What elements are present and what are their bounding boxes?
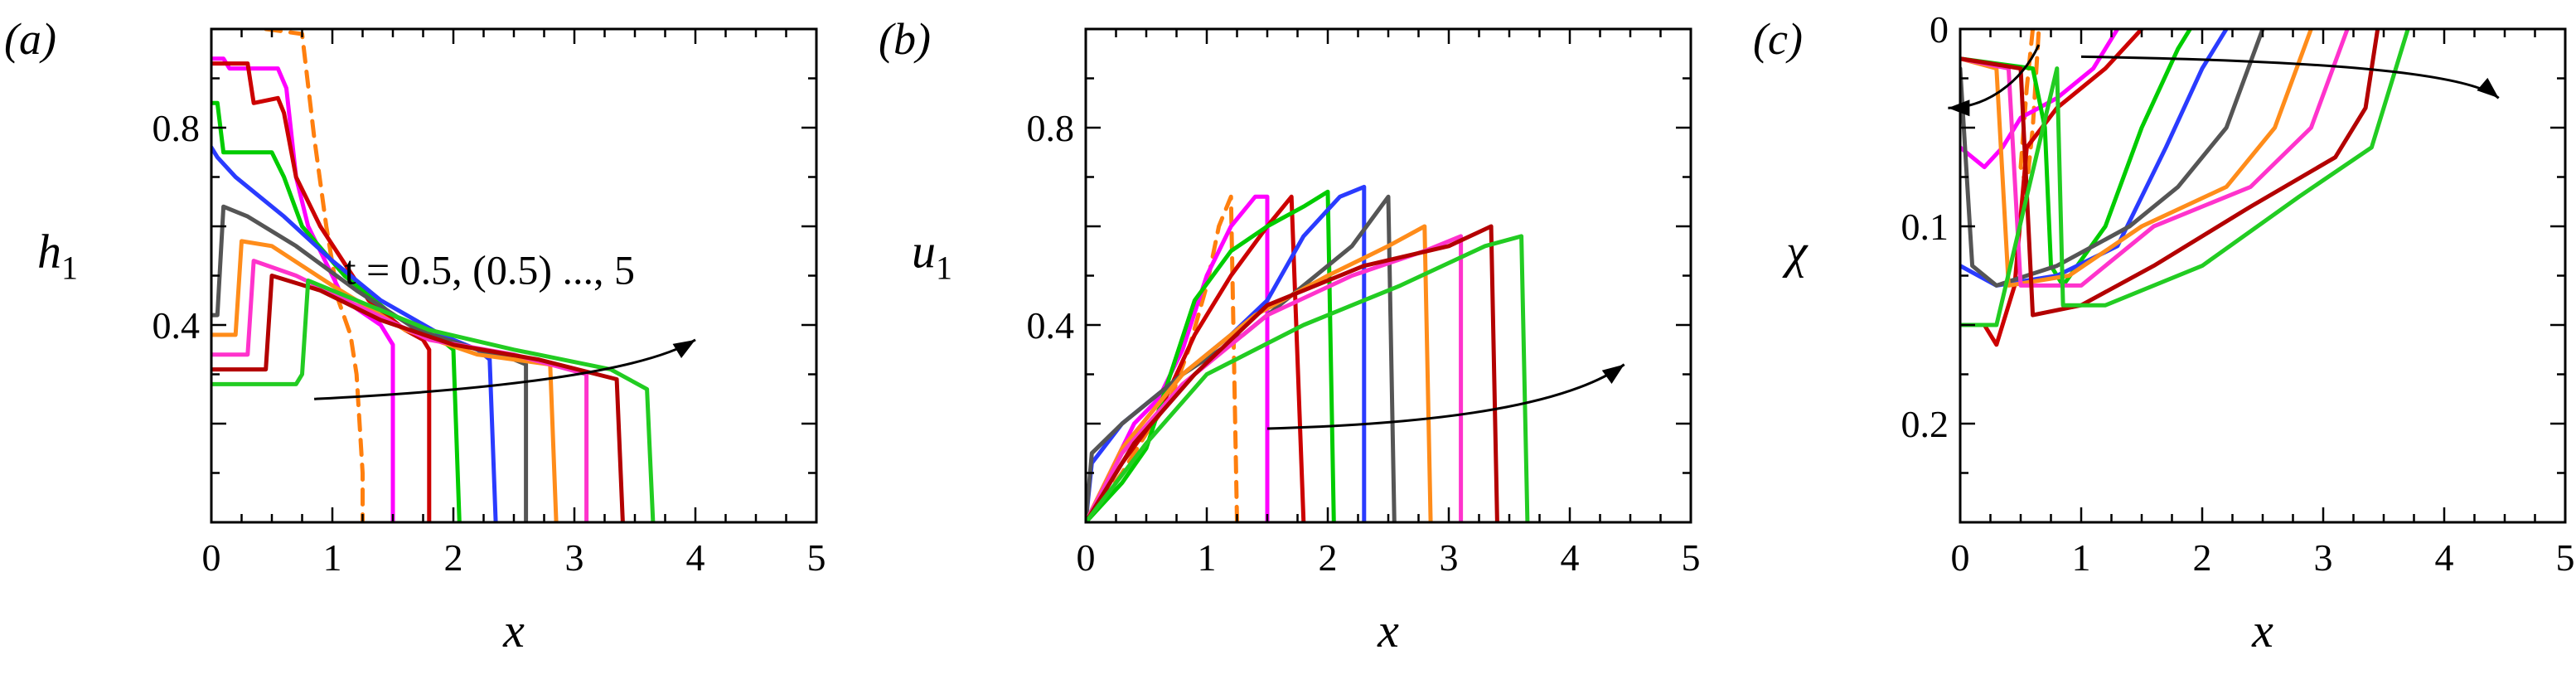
- x-tick-label: 2: [2193, 536, 2212, 579]
- series-line-9: [211, 278, 656, 522]
- y-tick-label: 0.4: [1027, 304, 1075, 347]
- panel-label: (c): [1753, 14, 1803, 64]
- x-tick-label: 0: [1077, 536, 1096, 579]
- arrow-head: [672, 339, 695, 358]
- x-axis-label: x: [1377, 604, 1399, 657]
- series-line-6: [1086, 224, 1433, 522]
- series-line-2: [211, 61, 432, 522]
- x-tick-label: 3: [2314, 536, 2333, 579]
- series-line-5: [1960, 29, 2265, 288]
- x-tick-label: 5: [807, 536, 826, 579]
- series-line-7: [1960, 29, 2350, 288]
- series-line-1: [1960, 29, 2120, 170]
- x-tick-label: 4: [1561, 536, 1580, 579]
- series-group: [1086, 184, 1530, 522]
- arrow-head: [2477, 77, 2499, 99]
- x-tick-label: 5: [2556, 536, 2575, 579]
- panel-2: 0 1 2 3 4 5 0 0.1 0.2 (c) x χ: [1753, 8, 2575, 657]
- x-axis-label: x: [502, 604, 525, 657]
- x-tick-label: 3: [565, 536, 584, 579]
- series-line-1: [211, 56, 395, 522]
- x-axis-label: x: [2251, 604, 2273, 657]
- x-tick-label: 1: [323, 536, 342, 579]
- x-tick-label: 5: [1682, 536, 1701, 579]
- series-line-9: [1960, 29, 2410, 327]
- arrow-secondary-head: [1948, 99, 1970, 117]
- series-line-7: [211, 259, 589, 522]
- y-tick-label: 0: [1930, 8, 1949, 51]
- panel-1: 0 1 2 3 4 5 0.4 0.8 (b) x u1: [879, 14, 1701, 657]
- series-line-8: [1086, 224, 1499, 522]
- arrow: [314, 338, 696, 400]
- y-tick-label: 0.2: [1901, 403, 1949, 445]
- y-axis-label: χ: [1782, 225, 1809, 279]
- y-tick-label: 0.4: [153, 304, 201, 347]
- y-axis-label: u1: [912, 225, 952, 287]
- series-line-3: [1086, 189, 1336, 522]
- x-tick-label: 0: [202, 536, 221, 579]
- panel-label: (a): [4, 14, 56, 64]
- x-tick-label: 1: [1198, 536, 1217, 579]
- y-axis-label-subscript: 1: [61, 250, 78, 287]
- panel-label: (b): [879, 14, 931, 64]
- arrow-head: [1601, 364, 1625, 384]
- panel-0: 0 1 2 3 4 5 0.4 0.8 (a) x h1 t = 0.5, (0.5) ..., 5: [4, 14, 826, 657]
- series-line-9: [1086, 234, 1530, 522]
- x-tick-label: 2: [1319, 536, 1338, 579]
- series-line-6: [211, 239, 559, 522]
- series-line-6: [1960, 29, 2313, 288]
- y-tick-label: 0.1: [1901, 206, 1949, 248]
- y-axis-label: h1: [37, 225, 78, 287]
- series-line-8: [211, 274, 625, 522]
- series-line-2: [1086, 194, 1306, 522]
- series-line-7: [1086, 234, 1464, 522]
- arrow: [1266, 363, 1625, 430]
- time-annotation: t = 0.5, (0.5) ..., 5: [345, 247, 635, 293]
- x-tick-label: 3: [1440, 536, 1459, 579]
- x-tick-label: 1: [2072, 536, 2091, 579]
- series-group: [1960, 29, 2410, 347]
- series-line-2: [1960, 29, 2144, 347]
- x-tick-label: 0: [1951, 536, 1970, 579]
- x-tick-label: 4: [686, 536, 705, 579]
- x-tick-label: 4: [2435, 536, 2454, 579]
- y-tick-label: 0.8: [1027, 107, 1075, 149]
- series-line-8: [1960, 29, 2380, 318]
- x-tick-label: 2: [444, 536, 463, 579]
- y-tick-label: 0.8: [153, 107, 201, 149]
- y-axis-label-subscript: 1: [936, 250, 952, 287]
